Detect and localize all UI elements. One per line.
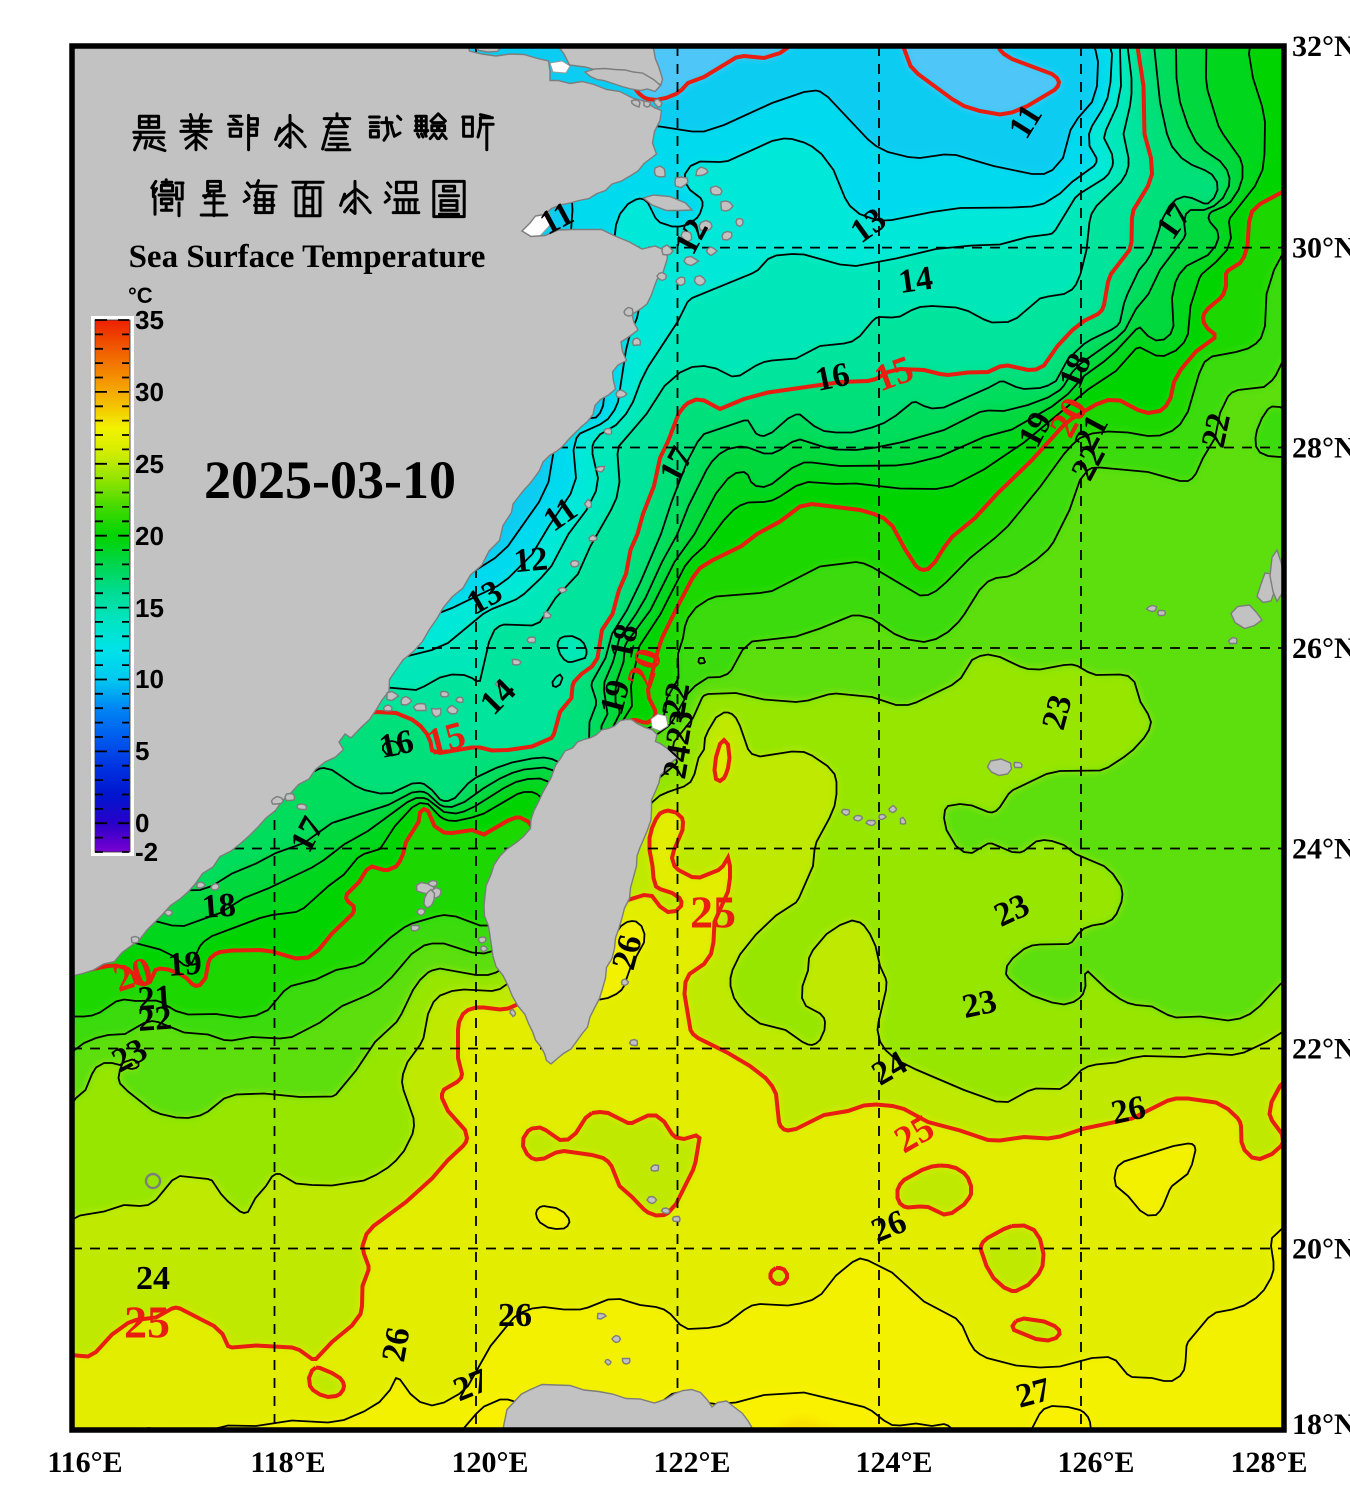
svg-text:12: 12	[512, 540, 549, 580]
svg-text:16: 16	[812, 356, 853, 399]
svg-text:32°N: 32°N	[1292, 30, 1350, 63]
svg-text:25: 25	[124, 1297, 170, 1348]
svg-text:24: 24	[656, 742, 698, 782]
svg-text:124°E: 124°E	[855, 1446, 932, 1479]
svg-text:15: 15	[135, 593, 164, 623]
svg-text:24°N: 24°N	[1292, 833, 1350, 866]
svg-text:26: 26	[1108, 1089, 1149, 1132]
svg-text:120°E: 120°E	[451, 1446, 528, 1479]
svg-text:0: 0	[135, 808, 149, 838]
svg-text:128°E: 128°E	[1230, 1446, 1307, 1479]
svg-text:22: 22	[655, 680, 697, 720]
svg-text:116°E: 116°E	[47, 1446, 122, 1479]
svg-text:35: 35	[135, 305, 164, 335]
svg-text:118°E: 118°E	[250, 1446, 325, 1479]
svg-text:16: 16	[376, 723, 417, 766]
svg-text:122°E: 122°E	[653, 1446, 730, 1479]
svg-text:5: 5	[135, 736, 149, 766]
svg-text:30°N: 30°N	[1292, 232, 1350, 265]
svg-text:19: 19	[167, 945, 203, 984]
svg-text:°C: °C	[128, 283, 153, 308]
svg-text:Sea Surface Temperature: Sea Surface Temperature	[129, 239, 486, 275]
svg-text:28°N: 28°N	[1292, 432, 1350, 465]
svg-text:2025-03-10: 2025-03-10	[204, 450, 456, 510]
svg-text:26: 26	[375, 1325, 417, 1365]
svg-text:23: 23	[959, 983, 1000, 1026]
svg-text:26°N: 26°N	[1292, 632, 1350, 665]
svg-text:22: 22	[1195, 410, 1238, 451]
svg-text:22: 22	[137, 1000, 173, 1039]
svg-text:20: 20	[135, 521, 164, 551]
svg-text:14: 14	[896, 260, 935, 301]
svg-text:126°E: 126°E	[1057, 1446, 1134, 1479]
svg-text:25: 25	[135, 449, 164, 479]
svg-text:24: 24	[136, 1260, 170, 1297]
svg-text:-2: -2	[135, 837, 158, 867]
svg-text:18: 18	[201, 887, 237, 926]
svg-text:18°N: 18°N	[1292, 1408, 1350, 1441]
svg-text:21: 21	[137, 979, 173, 1018]
svg-text:26: 26	[498, 1297, 532, 1334]
svg-text:22°N: 22°N	[1292, 1033, 1350, 1066]
svg-text:10: 10	[135, 664, 164, 694]
svg-text:20°N: 20°N	[1292, 1233, 1350, 1266]
svg-text:30: 30	[135, 377, 164, 407]
svg-text:23: 23	[659, 708, 701, 748]
svg-text:18: 18	[603, 621, 646, 662]
svg-text:25: 25	[690, 887, 736, 938]
